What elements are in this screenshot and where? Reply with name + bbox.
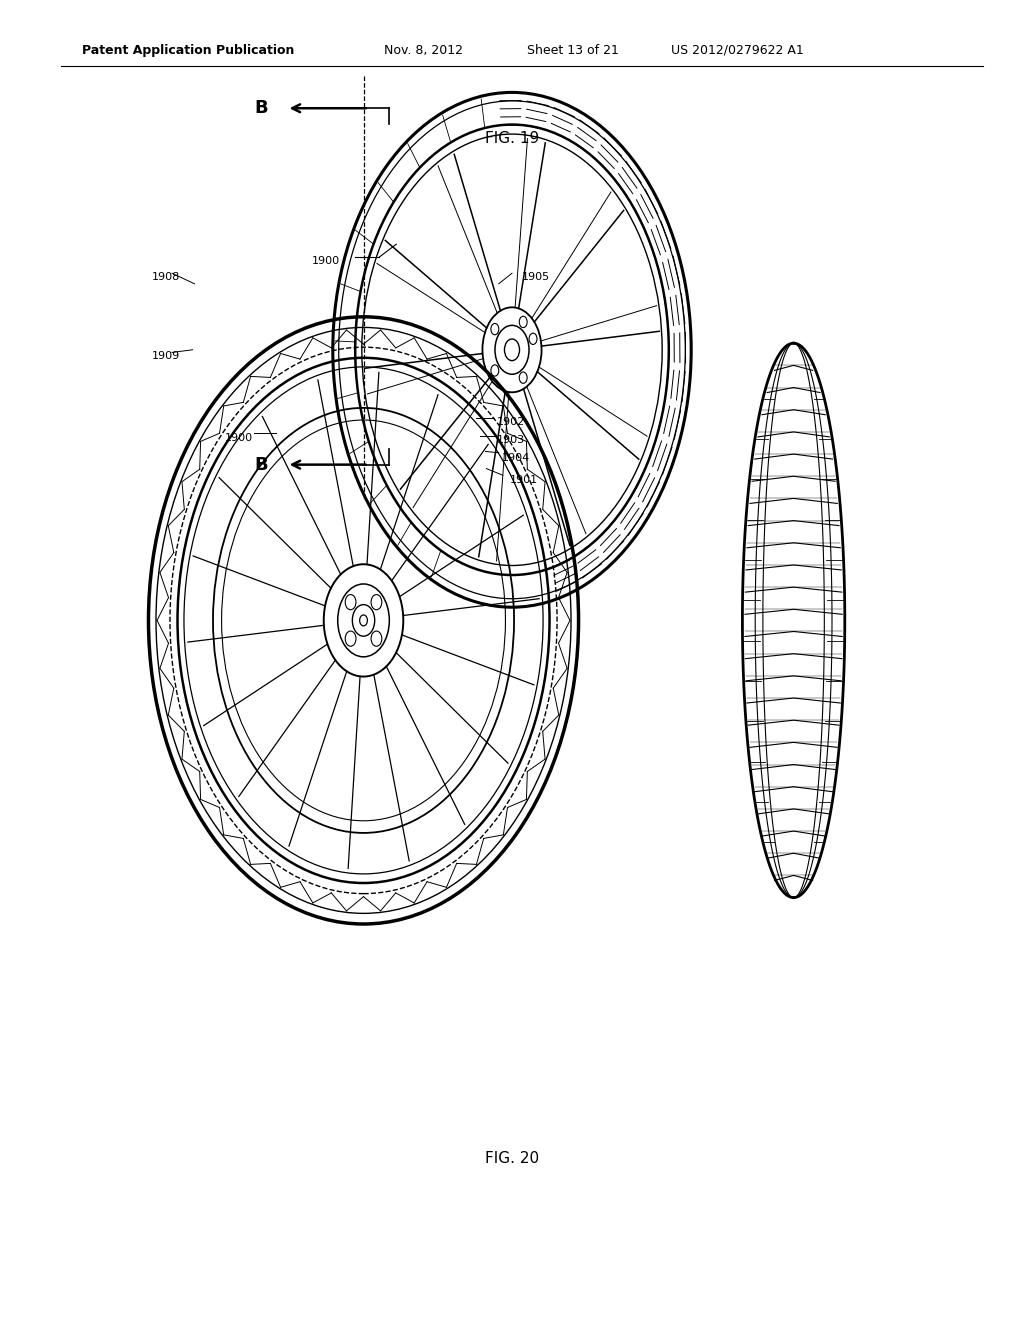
Text: 1903: 1903 [497,434,524,445]
Text: FIG. 19: FIG. 19 [485,131,539,147]
Text: 1905: 1905 [522,272,550,282]
Text: 1904: 1904 [502,453,530,463]
Text: 1909: 1909 [152,351,180,362]
Text: B: B [254,99,268,117]
Text: FIG. 20: FIG. 20 [485,1151,539,1167]
Text: Sheet 13 of 21: Sheet 13 of 21 [527,44,620,57]
Text: B: B [254,455,268,474]
Text: 1900: 1900 [225,433,253,444]
Text: Patent Application Publication: Patent Application Publication [82,44,294,57]
Text: 1908: 1908 [152,272,180,282]
Text: US 2012/0279622 A1: US 2012/0279622 A1 [671,44,804,57]
Text: Nov. 8, 2012: Nov. 8, 2012 [384,44,463,57]
Text: 1901: 1901 [510,475,538,486]
Text: 1902: 1902 [497,417,525,428]
Text: 1900: 1900 [312,256,340,267]
